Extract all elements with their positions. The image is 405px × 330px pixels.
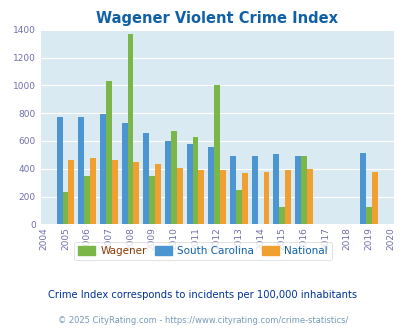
Bar [100, 114, 106, 224]
Bar [176, 168, 182, 224]
Bar [235, 190, 241, 224]
Bar [198, 170, 204, 224]
Bar [171, 131, 176, 224]
Bar [273, 154, 279, 224]
Bar [241, 173, 247, 224]
Bar [133, 162, 139, 224]
Bar [192, 138, 198, 224]
Bar [127, 34, 133, 224]
Bar [111, 160, 117, 224]
Bar [90, 158, 96, 224]
Bar [214, 85, 220, 224]
Bar [220, 170, 226, 224]
Bar [279, 207, 284, 224]
Bar [68, 160, 74, 224]
Bar [165, 141, 171, 224]
Bar [143, 133, 149, 224]
Bar [294, 155, 300, 224]
Text: © 2025 CityRating.com - https://www.cityrating.com/crime-statistics/: © 2025 CityRating.com - https://www.city… [58, 315, 347, 325]
Bar [365, 207, 371, 224]
Bar [149, 176, 155, 224]
Bar [251, 155, 257, 224]
Text: Crime Index corresponds to incidents per 100,000 inhabitants: Crime Index corresponds to incidents per… [48, 290, 357, 300]
Bar [284, 170, 290, 224]
Bar [57, 117, 62, 224]
Bar [300, 155, 306, 224]
Bar [122, 123, 127, 224]
Bar [371, 172, 377, 224]
Bar [359, 153, 365, 224]
Bar [208, 147, 214, 224]
Bar [263, 172, 269, 224]
Bar [78, 117, 84, 224]
Bar [155, 164, 160, 224]
Legend: Wagener, South Carolina, National: Wagener, South Carolina, National [74, 242, 331, 260]
Title: Wagener Violent Crime Index: Wagener Violent Crime Index [96, 11, 337, 26]
Bar [186, 145, 192, 224]
Bar [306, 169, 312, 224]
Bar [84, 176, 90, 224]
Bar [230, 155, 235, 224]
Bar [62, 192, 68, 224]
Bar [106, 81, 111, 224]
